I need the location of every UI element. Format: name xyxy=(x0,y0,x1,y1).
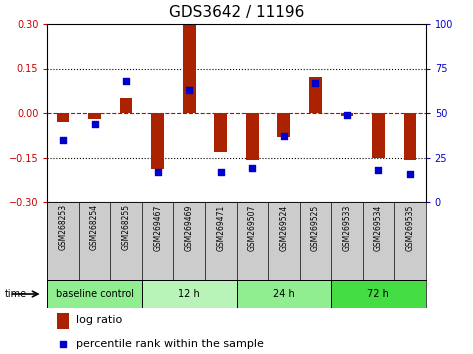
Bar xyxy=(57,113,70,122)
Bar xyxy=(236,280,331,308)
Text: GSM269535: GSM269535 xyxy=(405,204,414,251)
Point xyxy=(248,165,256,171)
Bar xyxy=(341,113,353,116)
Point xyxy=(91,121,98,126)
Text: percentile rank within the sample: percentile rank within the sample xyxy=(76,339,263,349)
Bar xyxy=(372,113,385,158)
Bar xyxy=(278,113,290,137)
Text: GSM269533: GSM269533 xyxy=(342,204,351,251)
Bar xyxy=(331,280,426,308)
Text: GSM268254: GSM268254 xyxy=(90,204,99,251)
Point xyxy=(59,341,66,347)
Text: GDS3642 / 11196: GDS3642 / 11196 xyxy=(169,5,304,21)
Text: GSM269469: GSM269469 xyxy=(184,204,194,251)
Text: time: time xyxy=(5,289,27,299)
Text: log ratio: log ratio xyxy=(76,315,122,325)
Bar xyxy=(47,280,142,308)
Bar xyxy=(120,98,132,113)
Text: GSM268253: GSM268253 xyxy=(59,204,68,251)
Point xyxy=(343,112,350,118)
Bar xyxy=(214,113,227,152)
Text: GSM269534: GSM269534 xyxy=(374,204,383,251)
Text: GSM269467: GSM269467 xyxy=(153,204,162,251)
Text: GSM269471: GSM269471 xyxy=(216,204,225,251)
Bar xyxy=(57,313,69,329)
Point xyxy=(185,87,193,93)
Point xyxy=(375,167,382,173)
Bar xyxy=(309,78,322,113)
Bar xyxy=(151,113,164,169)
Text: baseline control: baseline control xyxy=(56,289,133,299)
Text: 24 h: 24 h xyxy=(273,289,295,299)
Text: GSM268255: GSM268255 xyxy=(122,204,131,251)
Point xyxy=(312,80,319,86)
Bar xyxy=(142,280,236,308)
Text: GSM269507: GSM269507 xyxy=(248,204,257,251)
Bar xyxy=(88,113,101,119)
Text: GSM269524: GSM269524 xyxy=(279,204,289,251)
Point xyxy=(59,137,67,143)
Text: 12 h: 12 h xyxy=(178,289,200,299)
Point xyxy=(280,133,288,139)
Point xyxy=(154,169,161,175)
Point xyxy=(217,169,225,175)
Point xyxy=(406,171,414,176)
Point xyxy=(123,78,130,84)
Text: 72 h: 72 h xyxy=(368,289,389,299)
Bar xyxy=(183,23,195,113)
Text: GSM269525: GSM269525 xyxy=(311,204,320,251)
Bar xyxy=(246,113,259,160)
Bar xyxy=(403,113,416,160)
